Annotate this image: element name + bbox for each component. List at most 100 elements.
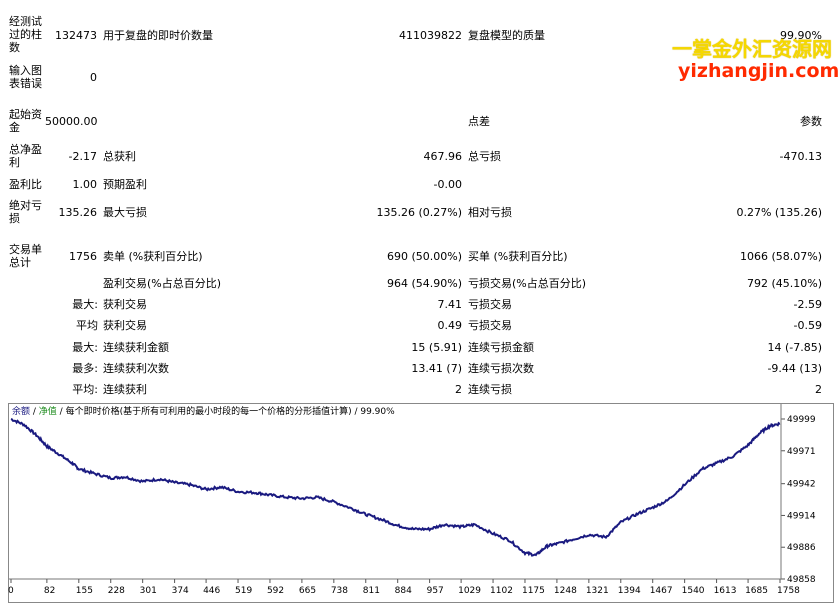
absolute-drawdown-label: 绝对亏损 [9, 199, 42, 225]
relative-drawdown-label: 相对亏损 [468, 206, 512, 219]
x-tick-label: 1758 [777, 586, 800, 596]
x-tick-label: 957 [427, 586, 444, 596]
profit-factor-label: 盈利比 [9, 178, 42, 191]
x-tick-label: 1467 [650, 586, 673, 596]
profit-factor-value: 1.00 [72, 178, 98, 191]
spread-value: 参数 [800, 115, 822, 128]
y-tick-label: 49914 [787, 511, 816, 521]
total-net-profit-label: 总净盈利 [9, 143, 42, 169]
x-tick-label: 1248 [554, 586, 577, 596]
y-tick-label: 49999 [787, 415, 816, 425]
max-consecutive-losses-label: 连续亏损金额 [468, 341, 534, 354]
average-prefix: 平均 [76, 319, 98, 332]
average-consecutive-wins-label: 连续获利 [103, 383, 147, 396]
chart-header: 余额 / 净值 / 每个即时价格(基于所有可利用的最小时段的每一个价格的分形插值… [12, 405, 395, 417]
x-tick-label: 0 [8, 586, 14, 596]
header-sep: / [57, 407, 66, 417]
total-net-profit-value: -2.17 [68, 150, 97, 163]
x-tick-label: 1613 [714, 586, 737, 596]
maximal-drawdown-label: 最大亏损 [103, 206, 147, 219]
x-tick-label: 811 [363, 586, 380, 596]
gross-loss-value: -470.13 [779, 150, 822, 163]
profit-trades-value: 964 (54.90%) [386, 277, 462, 290]
average-consecutive-prefix: 平均: [72, 383, 98, 396]
gross-loss-label: 总亏损 [468, 150, 501, 163]
x-tick-label: 228 [108, 586, 125, 596]
bars-tested-value: 132473 [55, 29, 97, 42]
average-consecutive-losses-value: 2 [815, 383, 822, 396]
maximal-consecutive-loss-label: 连续亏损次数 [468, 362, 534, 375]
initial-deposit-label: 起始资金 [9, 108, 42, 134]
header-model-label: 每个即时价格(基于所有可利用的最小时段的每一个价格的分形插值计算) [66, 405, 352, 417]
ticks-modelled-value: 411039822 [399, 29, 462, 42]
loss-trades-value: 792 (45.10%) [746, 277, 822, 290]
profit-trades-label: 盈利交易(%占总百分比) [103, 277, 222, 290]
largest-prefix: 最大: [72, 298, 98, 311]
largest-loss-trade-value: -2.59 [793, 298, 822, 311]
initial-deposit-value: 50000.00 [45, 115, 98, 128]
spread-label: 点差 [468, 115, 490, 128]
expected-payoff-label: 预期盈利 [103, 178, 147, 191]
short-positions-label: 卖单 (%获利百分比) [103, 250, 203, 263]
watermark-chinese: 一掌金外汇资源网 [672, 37, 832, 61]
watermark-url: yizhangjin.com [678, 60, 839, 82]
y-tick-label: 49886 [787, 543, 816, 553]
x-tick-label: 301 [140, 586, 157, 596]
largest-loss-trade-label: 亏损交易 [468, 298, 512, 311]
mismatched-errors-value: 0 [90, 71, 97, 84]
long-positions-value: 1066 (58.07%) [739, 250, 822, 263]
x-tick-label: 1394 [618, 586, 641, 596]
mismatched-errors-label: 输入图表错误 [9, 64, 42, 90]
maximal-consecutive-loss-value: -9.44 (13) [767, 362, 822, 375]
gross-profit-value: 467.96 [423, 150, 463, 163]
x-tick-label: 1540 [682, 586, 705, 596]
x-tick-label: 82 [44, 586, 55, 596]
x-tick-label: 1029 [458, 586, 481, 596]
average-loss-trade-value: -0.59 [793, 319, 822, 332]
chart-header-text: 余额 / 净值 / 每个即时价格(基于所有可利用的最小时段的每一个价格的分形插值… [12, 405, 395, 417]
x-tick-label: 665 [299, 586, 316, 596]
max-consecutive-losses-value: 14 (-7.85) [767, 341, 822, 354]
average-loss-trade-label: 亏损交易 [468, 319, 512, 332]
relative-drawdown-value: 0.27% (135.26) [736, 206, 822, 219]
x-tick-label: 884 [395, 586, 412, 596]
maximal-consecutive-profit-label: 连续获利次数 [103, 362, 169, 375]
x-tick-label: 1102 [490, 586, 513, 596]
gross-profit-label: 总获利 [103, 150, 136, 163]
x-tick-label: 155 [76, 586, 93, 596]
y-axis: 49999 49971 49942 49914 49886 49858 [780, 404, 816, 585]
average-consecutive-wins-value: 2 [455, 383, 462, 396]
header-equity-label: 净值 [39, 405, 57, 417]
x-axis: 0 82 155 228 301 374 446 519 592 665 738 811 884 957 1… [8, 578, 800, 596]
x-tick-label: 446 [203, 586, 220, 596]
max-consecutive-wins-label: 连续获利金额 [103, 341, 169, 354]
max-consecutive-wins-value: 15 (5.91) [411, 341, 462, 354]
loss-trades-label: 亏损交易(%占总百分比) [468, 277, 587, 290]
y-tick-label: 49858 [787, 575, 816, 585]
x-tick-label: 519 [235, 586, 252, 596]
y-tick-label: 49971 [787, 447, 816, 457]
x-tick-label: 374 [172, 586, 189, 596]
maximal-drawdown-value: 135.26 (0.27%) [376, 206, 462, 219]
short-positions-value: 690 (50.00%) [386, 250, 462, 263]
x-tick-label: 738 [331, 586, 348, 596]
average-consecutive-losses-label: 连续亏损 [468, 383, 512, 396]
x-tick-label: 1175 [522, 586, 545, 596]
x-tick-label: 1685 [745, 586, 768, 596]
average-profit-trade-value: 0.49 [437, 319, 463, 332]
total-trades-label: 交易单总计 [9, 243, 42, 269]
modelling-quality-value: 99.90% [780, 29, 822, 42]
balance-line [10, 418, 781, 557]
x-tick-label: 1321 [586, 586, 609, 596]
absolute-drawdown-value: 135.26 [58, 206, 98, 219]
balance-chart: 余额 / 净值 / 每个即时价格(基于所有可利用的最小时段的每一个价格的分形插值… [8, 403, 834, 603]
expected-payoff-value: -0.00 [433, 178, 462, 191]
maximum-prefix: 最大: [72, 341, 98, 354]
largest-profit-trade-value: 7.41 [437, 298, 463, 311]
modelling-quality-label: 复盘模型的质量 [468, 29, 545, 42]
total-trades-value: 1756 [69, 250, 97, 263]
bars-tested-label: 经测试过的柱数 [9, 15, 42, 54]
maximal-prefix: 最多: [72, 362, 98, 375]
header-sep: / [352, 407, 361, 417]
x-tick-label: 592 [267, 586, 284, 596]
